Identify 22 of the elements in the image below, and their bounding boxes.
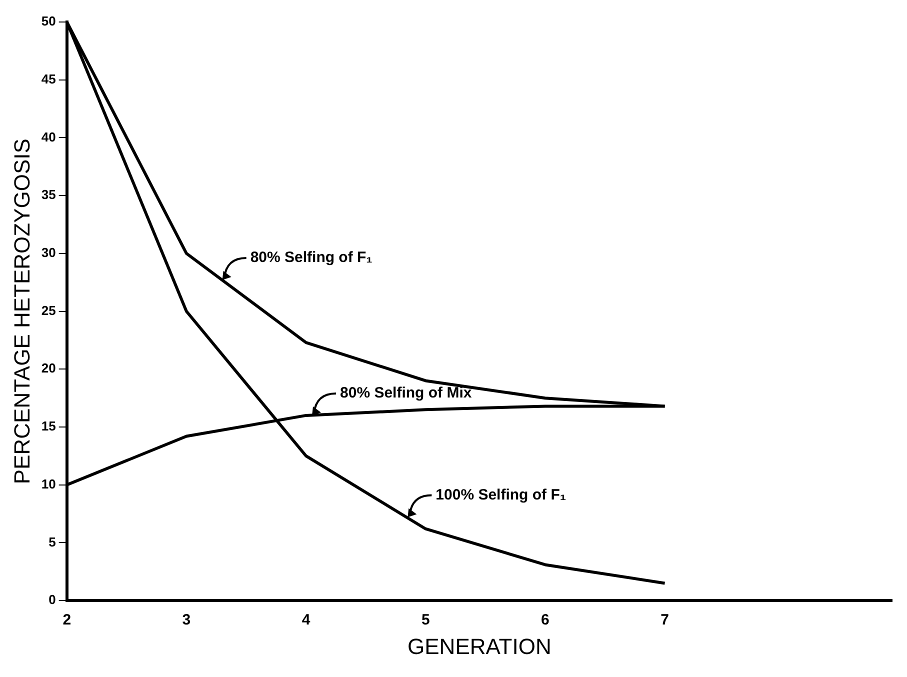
y-tick-label: 20 bbox=[41, 360, 56, 376]
annotation: 100% Selfing of F₁ bbox=[436, 486, 566, 504]
x-tick-label: 2 bbox=[62, 612, 72, 629]
y-axis-title: PERCENTAGE HETEROZYGOSIS bbox=[9, 138, 34, 484]
y-tick-label: 35 bbox=[41, 187, 56, 202]
x-tick-label: 5 bbox=[421, 612, 430, 629]
x-axis-title: GENERATION bbox=[408, 634, 552, 659]
x-tick-label: 3 bbox=[182, 612, 191, 629]
y-tick-label: 10 bbox=[41, 476, 56, 492]
x-tick-label: 7 bbox=[660, 612, 669, 629]
x-tick-label: 4 bbox=[302, 612, 311, 629]
y-tick-label: 5 bbox=[48, 534, 56, 550]
y-tick-label: 30 bbox=[41, 245, 56, 260]
y-tick-label: 0 bbox=[48, 592, 56, 608]
x-tick-label: 6 bbox=[541, 612, 550, 629]
annotation: 80% Selfing of F₁ bbox=[250, 249, 372, 266]
y-tick-label: 45 bbox=[41, 71, 56, 86]
y-tick-label: 40 bbox=[41, 129, 56, 144]
y-tick-label: 25 bbox=[41, 302, 56, 318]
y-tick-label: 15 bbox=[41, 418, 56, 434]
y-tick-label: 50 bbox=[41, 14, 56, 29]
annotation: 80% Selfing of Mix bbox=[340, 384, 472, 402]
